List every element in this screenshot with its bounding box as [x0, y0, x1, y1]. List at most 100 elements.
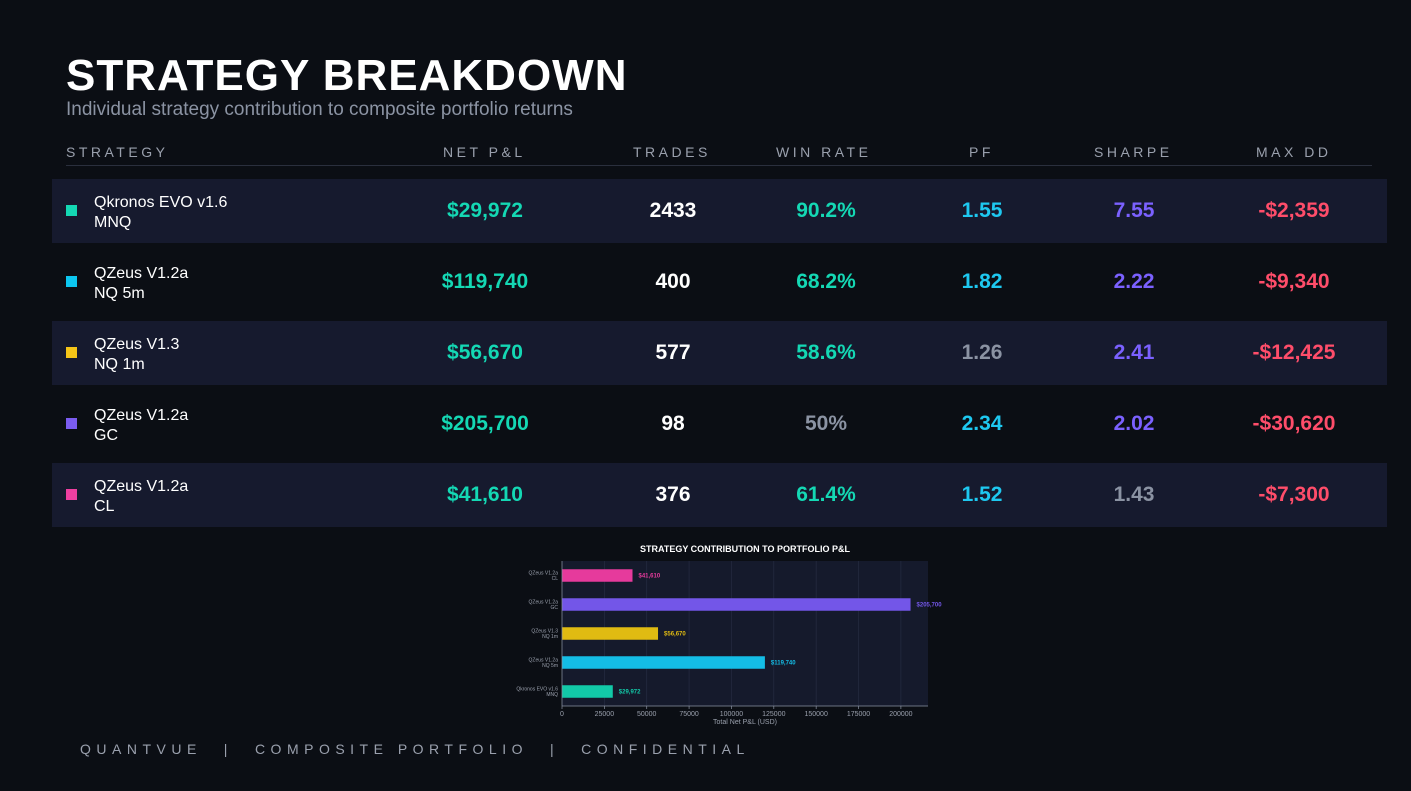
table-row: QZeus V1.2a NQ 5m $119,740 400 68.2% 1.82 2.22…	[52, 250, 1387, 314]
chart-x-tick-label: 175000	[847, 711, 870, 718]
chart-x-tick-label: 125000	[762, 711, 785, 718]
column-header-net-pnl: NET P&L	[443, 144, 526, 160]
column-header-max-dd: MAX DD	[1256, 144, 1332, 160]
chart-x-tick-label: 75000	[679, 711, 699, 718]
trades-value: 376	[655, 483, 691, 506]
footer-separator: |	[223, 741, 233, 757]
chart-value-label: $29,972	[619, 690, 641, 696]
strategy-title: Qkronos EVO v1.6	[94, 194, 228, 211]
chart-bar	[562, 569, 633, 582]
strategy-title: QZeus V1.2a	[94, 265, 189, 282]
chart-x-tick-label: 0	[560, 711, 564, 718]
chart-category-label: QZeus V1.2a	[529, 658, 559, 664]
chart-category-label: QZeus V1.3	[531, 629, 558, 635]
chart-bar	[562, 627, 659, 640]
win-rate-value: 50%	[804, 412, 848, 435]
footer-section: COMPOSITE PORTFOLIO	[254, 741, 528, 757]
chart-bar	[562, 656, 765, 669]
max-dd-value: -$9,340	[1258, 270, 1330, 293]
chart-category-label: NQ 1m	[542, 634, 558, 640]
net-pnl-value: $56,670	[447, 341, 523, 364]
pf-value: 1.26	[961, 341, 1003, 364]
strategy-title: QZeus V1.2a	[94, 478, 189, 495]
chart-x-axis-label: Total Net P&L (USD)	[713, 719, 777, 726]
net-pnl-value: $205,700	[441, 412, 529, 435]
trades-value: 98	[661, 412, 685, 435]
chart-x-tick-label: 150000	[804, 711, 827, 718]
sharpe-value: 1.43	[1113, 483, 1155, 506]
pf-value: 2.34	[961, 412, 1003, 435]
strategy-color-marker	[66, 418, 77, 429]
table-row: QZeus V1.2a CL $41,610 376 61.4% 1.52 1.43 -$7,…	[52, 463, 1387, 527]
footer: QUANTVUE | COMPOSITE PORTFOLIO | CONFIDENTIA…	[80, 741, 750, 757]
chart-category-label: QZeus V1.2a	[529, 571, 559, 577]
max-dd-value: -$7,300	[1258, 483, 1330, 506]
chart-bar	[562, 685, 613, 698]
strategy-name: QZeus V1.2a CL	[94, 477, 188, 517]
table-row: QZeus V1.3 NQ 1m $56,670 577 58.6% 1.26 2.41 -$…	[52, 321, 1387, 385]
table-row: QZeus V1.2a GC $205,700 98 50% 2.34 2.02 -$30,6…	[52, 392, 1387, 456]
pf-value: 1.82	[961, 270, 1003, 293]
footer-classification: CONFIDENTIAL	[581, 741, 750, 757]
net-pnl-value: $29,972	[447, 199, 523, 222]
chart-bar	[562, 598, 911, 611]
strategy-instrument: NQ 1m	[94, 356, 145, 373]
footer-separator: |	[549, 741, 560, 757]
strategy-instrument: GC	[94, 427, 118, 444]
trades-value: 2433	[649, 199, 697, 222]
column-header-win-rate: WIN RATE	[776, 144, 872, 160]
max-dd-value: -$12,425	[1252, 341, 1336, 364]
strategy-title: QZeus V1.3	[94, 336, 180, 353]
sharpe-value: 7.55	[1113, 199, 1155, 222]
column-header-pf: PF	[969, 144, 994, 160]
chart-x-tick-label: 100000	[720, 711, 743, 718]
pf-value: 1.52	[961, 483, 1003, 506]
strategy-title: QZeus V1.2a	[94, 407, 189, 424]
page-title: STRATEGY BREAKDOWN	[66, 51, 628, 100]
sharpe-value: 2.22	[1113, 270, 1155, 293]
trades-value: 400	[655, 270, 691, 293]
chart-value-label: $56,670	[664, 632, 686, 638]
chart-x-tick-label: 25000	[595, 711, 615, 718]
strategy-name: QZeus V1.2a GC	[94, 406, 188, 446]
footer-brand: QUANTVUE	[80, 741, 202, 757]
strategy-instrument: NQ 5m	[94, 285, 145, 302]
strategy-color-marker	[66, 489, 77, 500]
chart-category-label: GC	[551, 605, 559, 611]
strategy-name: QZeus V1.2a NQ 5m	[94, 264, 188, 304]
strategy-name: QZeus V1.3 NQ 1m	[94, 335, 179, 375]
max-dd-value: -$2,359	[1258, 199, 1330, 222]
chart-x-tick-label: 50000	[637, 711, 657, 718]
chart-category-label: Qkronos EVO v1.6	[516, 687, 558, 693]
net-pnl-value: $119,740	[441, 270, 529, 293]
chart-category-label: MNQ	[546, 692, 558, 698]
column-header-sharpe: SHARPE	[1094, 144, 1173, 160]
sharpe-value: 2.41	[1113, 341, 1155, 364]
strategy-color-marker	[66, 347, 77, 358]
net-pnl-value: $41,610	[447, 483, 523, 506]
table-row: Qkronos EVO v1.6 MNQ $29,972 2433 90.2% 1.55 7…	[52, 179, 1387, 243]
page-subtitle: Individual strategy contribution to comp…	[66, 99, 573, 120]
chart-x-tick-label: 200000	[889, 711, 912, 718]
strategy-color-marker	[66, 276, 77, 287]
column-header-strategy: STRATEGY	[66, 144, 169, 160]
table-header: STRATEGY NET P&L TRADES WIN RATE PF SHAR…	[66, 145, 1372, 166]
win-rate-value: 90.2%	[796, 199, 856, 222]
strategy-color-marker	[66, 205, 77, 216]
chart-category-label: NQ 5m	[542, 663, 558, 669]
strategy-instrument: CL	[94, 498, 115, 515]
pf-value: 1.55	[961, 199, 1003, 222]
chart-category-label: CL	[552, 576, 559, 582]
win-rate-value: 61.4%	[796, 483, 856, 506]
chart-category-label: QZeus V1.2a	[529, 600, 559, 606]
strategy-instrument: MNQ	[94, 214, 132, 231]
contribution-chart-svg: STRATEGY CONTRIBUTION TO PORTFOLIO P&L 0 2…	[516, 544, 943, 726]
chart-value-label: $205,700	[917, 603, 943, 609]
win-rate-value: 68.2%	[796, 270, 856, 293]
sharpe-value: 2.02	[1113, 412, 1155, 435]
win-rate-value: 58.6%	[796, 341, 856, 364]
column-header-trades: TRADES	[633, 144, 711, 160]
contribution-chart: STRATEGY CONTRIBUTION TO PORTFOLIO P&L 0 2…	[500, 538, 960, 728]
max-dd-value: -$30,620	[1252, 412, 1336, 435]
strategy-name: Qkronos EVO v1.6 MNQ	[94, 193, 227, 233]
